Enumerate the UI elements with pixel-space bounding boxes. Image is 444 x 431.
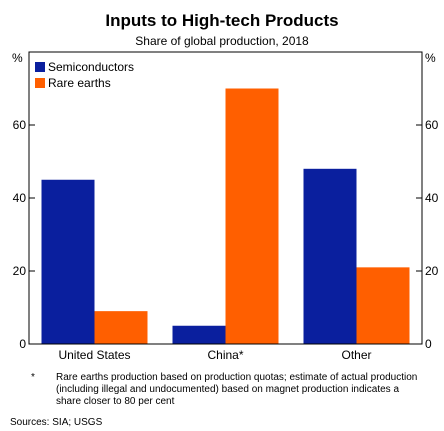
y-unit-right: % <box>425 51 436 65</box>
bar-chart: Inputs to High-tech Products Share of gl… <box>12 11 439 362</box>
x-tick-label: Other <box>341 348 371 362</box>
bar-rare-earths-1 <box>225 88 279 344</box>
legend-swatch-rare-earths <box>35 78 45 88</box>
y-tick-label-left: 60 <box>13 118 27 132</box>
legend-label-semiconductors: Semiconductors <box>48 60 134 74</box>
legend-swatch-semiconductors <box>35 62 45 72</box>
footnote-text: Rare earths production based on producti… <box>56 372 418 407</box>
y-tick-label-right: 0 <box>425 337 432 351</box>
bar-semiconductors-0 <box>41 179 95 344</box>
y-tick-label-right: 20 <box>425 264 439 278</box>
chart-subtitle: Share of global production, 2018 <box>135 34 309 48</box>
y-tick-label-left: 40 <box>13 191 27 205</box>
bars-group <box>41 88 410 344</box>
legend: Semiconductors Rare earths <box>35 60 134 90</box>
y-tick-label-left: 20 <box>13 264 27 278</box>
x-tick-label: United States <box>58 348 130 362</box>
footnote-marker: * <box>31 372 35 383</box>
y-tick-label-left: 0 <box>19 337 26 351</box>
sources-note: Sources: SIA; USGS <box>10 417 103 428</box>
y-tick-label-right: 40 <box>425 191 439 205</box>
chart-title: Inputs to High-tech Products <box>105 11 338 30</box>
plot-frame <box>28 51 423 345</box>
bar-semiconductors-2 <box>303 168 357 344</box>
legend-label-rare-earths: Rare earths <box>48 76 111 90</box>
bar-semiconductors-1 <box>172 325 226 344</box>
ticks-group: United States China* Other 0 0 20 20 40 40 60 60 <box>13 118 439 362</box>
y-unit-left: % <box>12 51 23 65</box>
bar-rare-earths-0 <box>94 311 148 344</box>
y-tick-label-right: 60 <box>425 118 439 132</box>
bar-rare-earths-2 <box>356 267 410 344</box>
x-tick-label: China* <box>207 348 243 362</box>
